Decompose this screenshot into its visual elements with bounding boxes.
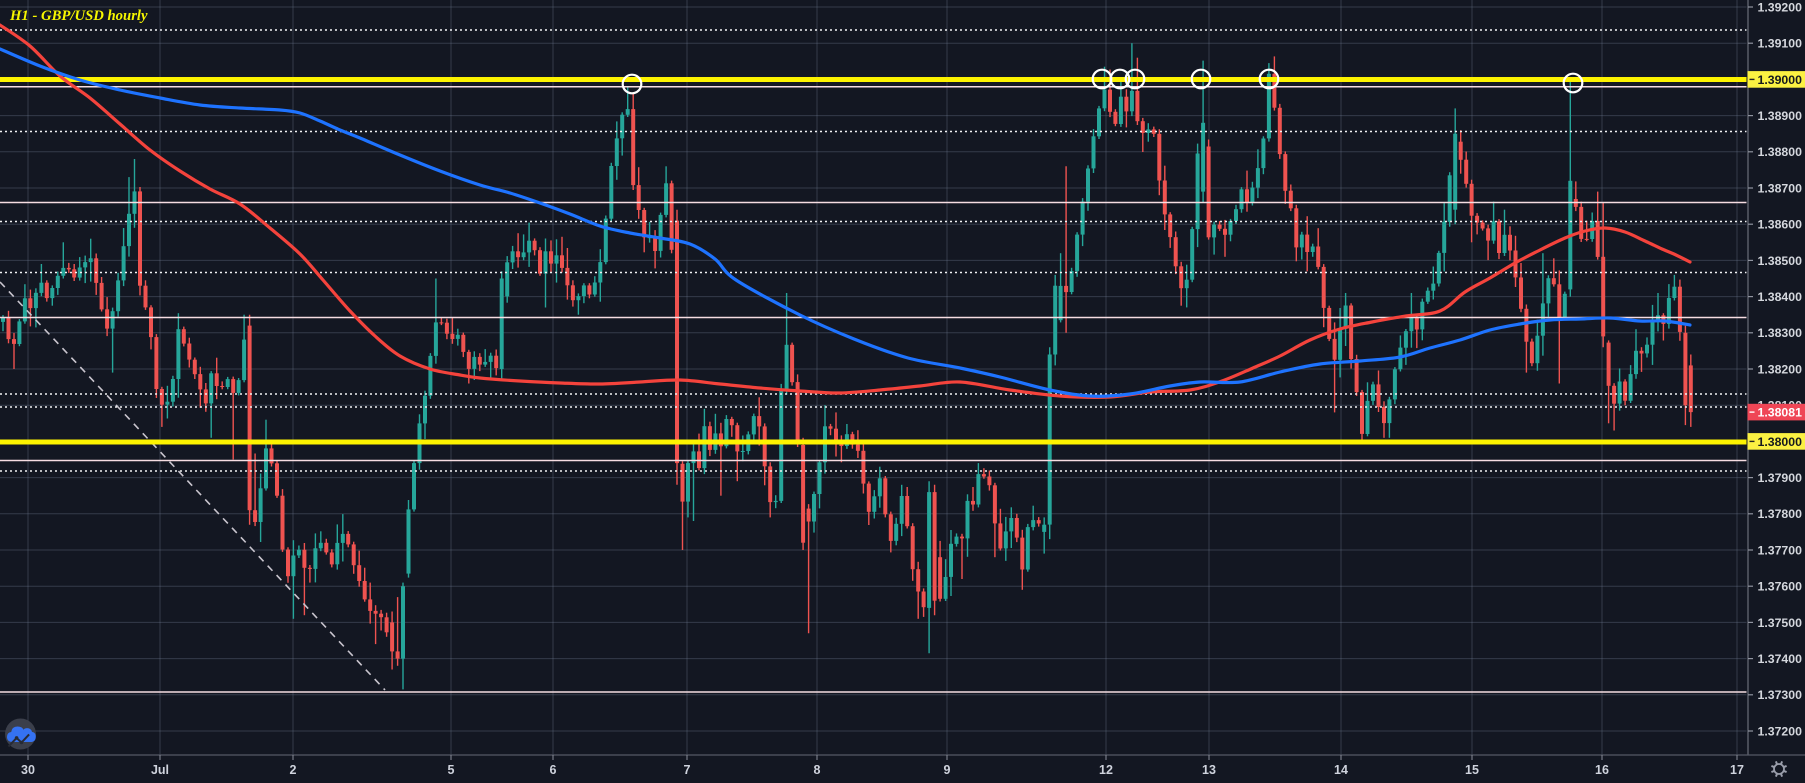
svg-text:1.37700: 1.37700 <box>1758 543 1803 557</box>
svg-text:1.38300: 1.38300 <box>1758 326 1803 340</box>
svg-text:1.38400: 1.38400 <box>1758 290 1803 304</box>
svg-text:1.37800: 1.37800 <box>1758 507 1803 521</box>
svg-text:1.38700: 1.38700 <box>1758 181 1803 195</box>
svg-text:1.38200: 1.38200 <box>1758 362 1803 376</box>
svg-text:1.38000: 1.38000 <box>1758 435 1803 449</box>
svg-text:6: 6 <box>550 763 557 777</box>
svg-text:1.38081: 1.38081 <box>1758 406 1803 420</box>
svg-text:1.37300: 1.37300 <box>1758 688 1803 702</box>
svg-text:1.39100: 1.39100 <box>1758 37 1803 51</box>
svg-text:8: 8 <box>814 763 821 777</box>
svg-text:13: 13 <box>1202 763 1216 777</box>
svg-text:1.37900: 1.37900 <box>1758 471 1803 485</box>
svg-text:17: 17 <box>1730 763 1744 777</box>
svg-text:1.38600: 1.38600 <box>1758 218 1803 232</box>
svg-text:15: 15 <box>1465 763 1479 777</box>
svg-text:1.39000: 1.39000 <box>1758 73 1803 87</box>
svg-text:1.37600: 1.37600 <box>1758 580 1803 594</box>
svg-text:1.38800: 1.38800 <box>1758 145 1803 159</box>
svg-text:1.39200: 1.39200 <box>1758 0 1803 14</box>
svg-text:14: 14 <box>1334 763 1348 777</box>
svg-text:9: 9 <box>944 763 951 777</box>
svg-text:16: 16 <box>1595 763 1609 777</box>
svg-text:12: 12 <box>1099 763 1113 777</box>
svg-text:1.38900: 1.38900 <box>1758 109 1803 123</box>
svg-text:1.38500: 1.38500 <box>1758 254 1803 268</box>
svg-text:5: 5 <box>448 763 455 777</box>
svg-text:1.37400: 1.37400 <box>1758 652 1803 666</box>
svg-text:2: 2 <box>290 763 297 777</box>
svg-text:1.37500: 1.37500 <box>1758 616 1803 630</box>
svg-text:H1 - GBP/USD hourly: H1 - GBP/USD hourly <box>9 8 148 24</box>
svg-text:7: 7 <box>684 763 691 777</box>
svg-text:30: 30 <box>21 763 35 777</box>
svg-text:1.37200: 1.37200 <box>1758 724 1803 738</box>
svg-text:Jul: Jul <box>151 763 169 777</box>
